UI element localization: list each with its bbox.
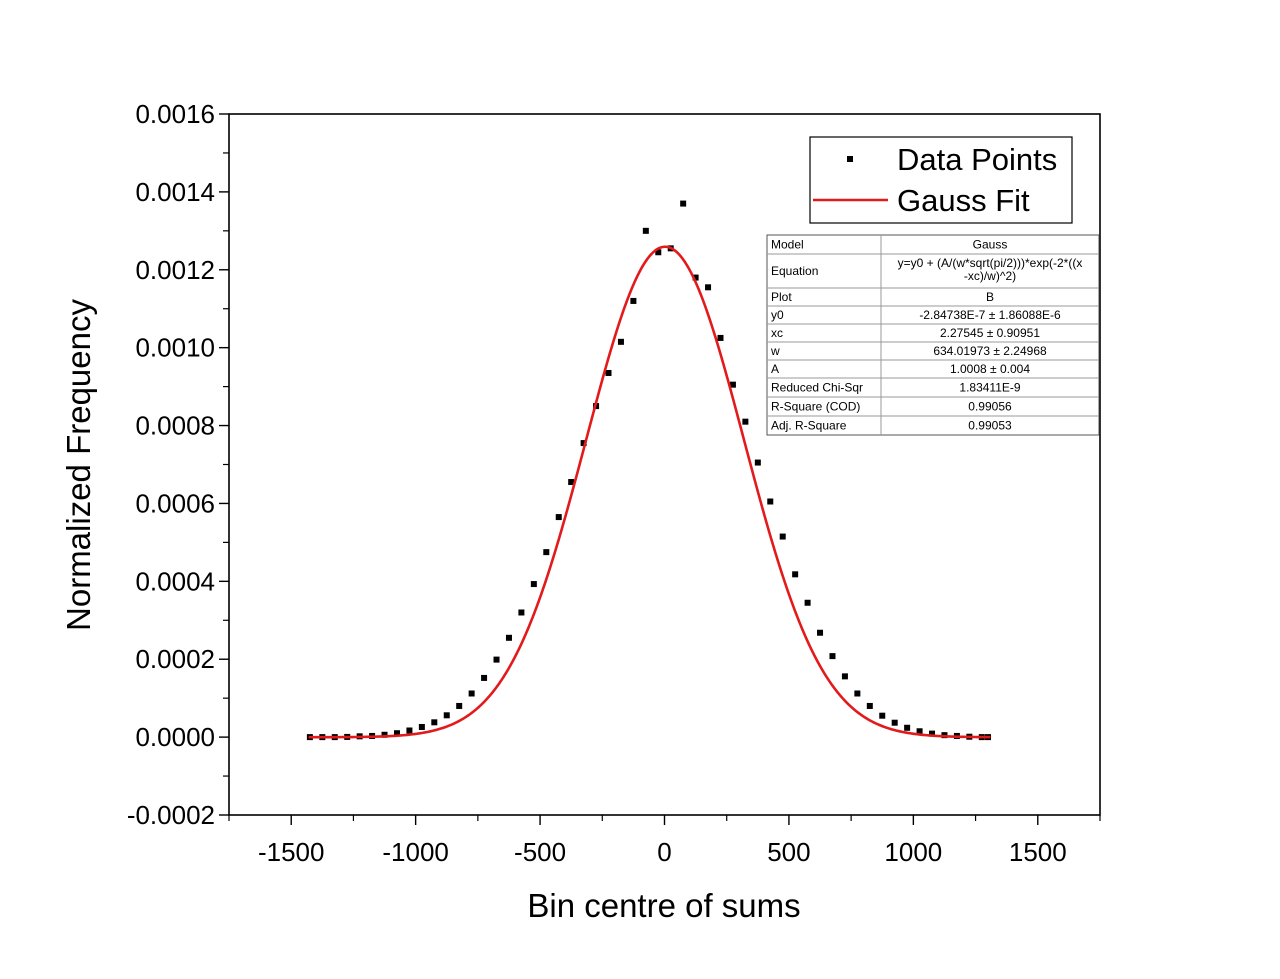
data-point bbox=[418, 723, 425, 730]
data-point bbox=[630, 297, 637, 304]
gauss-fit-line bbox=[308, 245, 991, 739]
x-tick-label: -500 bbox=[514, 837, 566, 867]
legend-box bbox=[809, 136, 1073, 224]
data-point bbox=[617, 338, 624, 345]
data-point bbox=[393, 730, 400, 737]
stats-key: Equation bbox=[771, 264, 818, 278]
data-point bbox=[381, 731, 388, 738]
y-tick-label: 0.0012 bbox=[135, 255, 215, 285]
legend: Data Points Gauss Fit bbox=[809, 136, 1073, 224]
stats-value: 1.83411E-9 bbox=[959, 381, 1020, 395]
legend-label-gauss-fit: Gauss Fit bbox=[897, 183, 1030, 218]
x-tick-label: 1500 bbox=[1009, 837, 1067, 867]
data-point bbox=[705, 284, 712, 291]
data-point bbox=[916, 728, 923, 735]
y-tick-label: 0.0002 bbox=[135, 644, 215, 674]
data-point bbox=[530, 581, 537, 588]
y-tick-label: -0.0002 bbox=[127, 800, 215, 830]
data-point bbox=[891, 719, 898, 726]
stats-key: Adj. R-Square bbox=[771, 419, 847, 433]
stats-value: -xc)/w)^2) bbox=[964, 269, 1016, 283]
fit-statistics-table: Model Gauss Equation y=y0 + (A/(w*sqrt(pi/2… bbox=[766, 234, 1100, 436]
y-tick-label: 0.0006 bbox=[135, 488, 215, 518]
data-point bbox=[829, 653, 836, 660]
y-axis: -0.0002 0.0000 0.0002 0.0004 0.0006 0.0008 0.0… bbox=[127, 99, 229, 830]
data-point bbox=[518, 609, 525, 616]
data-point bbox=[854, 690, 861, 697]
data-point bbox=[680, 200, 687, 207]
data-point bbox=[543, 549, 550, 556]
x-tick-label: -1000 bbox=[382, 837, 449, 867]
y-tick-label: 0.0016 bbox=[135, 99, 215, 129]
data-point bbox=[468, 690, 475, 697]
data-point bbox=[505, 634, 512, 641]
data-point bbox=[904, 724, 911, 731]
stats-key: A bbox=[771, 362, 779, 376]
stats-key: w bbox=[770, 344, 780, 358]
data-point bbox=[817, 629, 824, 636]
data-point bbox=[443, 712, 450, 719]
data-point bbox=[555, 514, 562, 521]
stats-key: R-Square (COD) bbox=[771, 400, 860, 414]
data-point bbox=[431, 719, 438, 726]
y-tick-label: 0.0004 bbox=[135, 566, 215, 596]
data-point bbox=[717, 334, 724, 341]
data-point bbox=[742, 418, 749, 425]
stats-table-frame bbox=[766, 234, 1100, 436]
x-tick-label: -1500 bbox=[258, 837, 325, 867]
stats-value: 0.99056 bbox=[968, 400, 1012, 414]
stats-key: y0 bbox=[771, 308, 784, 322]
stats-key: Plot bbox=[771, 290, 792, 304]
stats-value: B bbox=[986, 290, 994, 304]
stats-key: xc bbox=[771, 326, 783, 340]
y-axis-title: Normalized Frequency bbox=[60, 299, 97, 631]
data-point bbox=[493, 656, 500, 663]
data-point bbox=[580, 440, 587, 447]
data-point bbox=[456, 702, 463, 709]
stats-value: -2.84738E-7 ± 1.86088E-6 bbox=[919, 308, 1061, 322]
x-tick-label: 1000 bbox=[884, 837, 942, 867]
data-point bbox=[841, 673, 848, 680]
x-axis: -1500 -1000 -500 0 500 1000 1500 bbox=[228, 815, 1101, 867]
y-tick-label: 0.0000 bbox=[135, 722, 215, 752]
data-point bbox=[754, 459, 761, 466]
stats-value: 2.27545 ± 0.90951 bbox=[940, 326, 1040, 340]
stats-value: 0.99053 bbox=[968, 419, 1012, 433]
stats-value: Gauss bbox=[973, 238, 1008, 252]
data-point bbox=[866, 702, 873, 709]
x-axis-title: Bin centre of sums bbox=[527, 887, 800, 924]
y-tick-label: 0.0010 bbox=[135, 333, 215, 363]
data-point bbox=[642, 227, 649, 234]
data-point bbox=[879, 712, 886, 719]
data-point bbox=[692, 274, 699, 281]
data-point bbox=[568, 479, 575, 486]
data-point bbox=[792, 571, 799, 578]
data-point bbox=[767, 498, 774, 505]
stats-value: 634.01973 ± 2.24968 bbox=[933, 344, 1047, 358]
data-point bbox=[729, 381, 736, 388]
legend-marker-data-points bbox=[847, 156, 853, 162]
stats-value: y=y0 + (A/(w*sqrt(pi/2)))*exp(-2*((x bbox=[898, 256, 1083, 270]
y-tick-label: 0.0014 bbox=[135, 177, 215, 207]
legend-label-data-points: Data Points bbox=[897, 142, 1057, 177]
stats-key: Reduced Chi-Sqr bbox=[771, 381, 863, 395]
y-tick-label: 0.0008 bbox=[135, 411, 215, 441]
data-point bbox=[481, 674, 488, 681]
data-point bbox=[929, 730, 936, 737]
stats-key: Model bbox=[771, 238, 804, 252]
data-point bbox=[779, 533, 786, 540]
x-tick-label: 500 bbox=[767, 837, 810, 867]
data-point bbox=[406, 727, 413, 734]
data-point bbox=[605, 369, 612, 376]
x-tick-label: 0 bbox=[657, 837, 671, 867]
data-point bbox=[655, 249, 662, 256]
fit-curve-layer bbox=[308, 245, 991, 739]
data-point bbox=[804, 599, 811, 606]
stats-value: 1.0008 ± 0.004 bbox=[950, 362, 1030, 376]
